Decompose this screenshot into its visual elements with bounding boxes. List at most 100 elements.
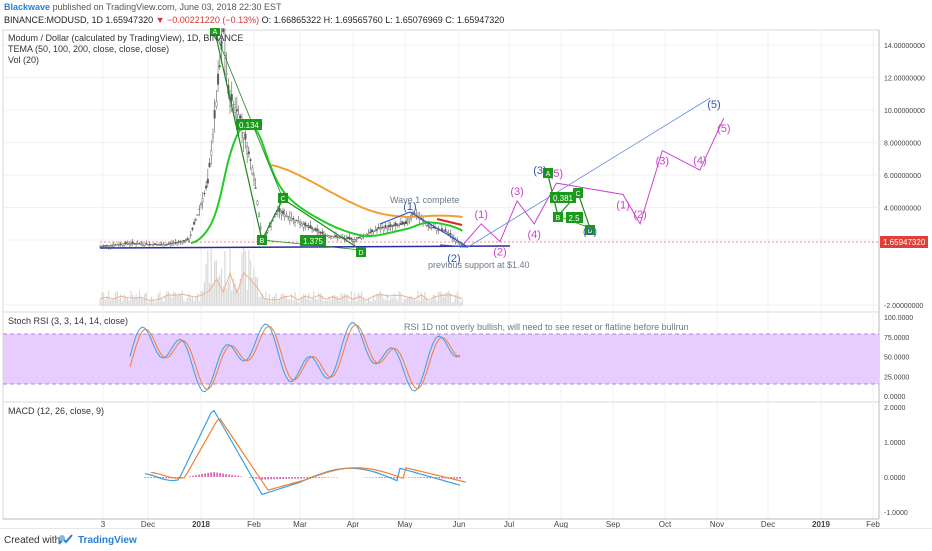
candle-body [376, 229, 378, 230]
ratio-25-label: 2.5 [568, 214, 580, 223]
candle-body [144, 244, 146, 246]
x-tick-label: Mar [293, 520, 307, 528]
candle-body [322, 232, 324, 234]
candle-body [414, 213, 416, 214]
volume-bar [313, 291, 314, 306]
macd-hist-bar [276, 477, 277, 479]
candle-body [327, 235, 329, 236]
macd-title: MACD (12, 26, close, 9) [8, 406, 104, 416]
candle-body [101, 246, 103, 247]
volume-bar [457, 292, 458, 306]
volume-bar [105, 300, 106, 306]
volume-bar [441, 293, 442, 306]
ratio-0134-label: 0.134 [239, 121, 260, 130]
volume-bar [349, 302, 350, 306]
volume-bar [118, 300, 119, 306]
macd-histogram [144, 472, 460, 480]
volume-bar [440, 291, 441, 306]
candle-body [356, 239, 358, 240]
volume-bar [194, 300, 195, 306]
volume-bar [129, 301, 130, 306]
candle-body [445, 230, 447, 232]
candle-body [151, 244, 153, 245]
candle-body [436, 229, 438, 231]
candle-body [349, 237, 351, 239]
candle-body [171, 243, 173, 244]
macd-hist-bar [279, 477, 280, 479]
volume-bar [216, 261, 217, 306]
volume-bar [293, 301, 294, 306]
tradingview-brand[interactable]: TradingView [78, 535, 137, 546]
macd-hist-bar [150, 477, 151, 478]
volume-bar [103, 293, 104, 306]
volume-bar [161, 298, 162, 306]
wave-complete-note: Wave 1 complete [390, 195, 459, 205]
candle-body [397, 225, 399, 226]
volume-bar [402, 302, 403, 306]
candle-body [407, 221, 409, 222]
candle-body [385, 225, 387, 227]
projection-wave-label: (4) [693, 155, 706, 167]
candle-body [310, 225, 312, 228]
macd-hist-bar [144, 477, 145, 478]
candle-body [120, 244, 122, 245]
volume-bar [168, 292, 169, 306]
candle-body [198, 209, 200, 210]
candle-body [320, 232, 322, 233]
price-tag: 1.65947320 [883, 238, 926, 247]
candle-body [357, 237, 359, 238]
volume-bar [147, 302, 148, 306]
volume-bar [154, 302, 155, 306]
candle-body [147, 244, 149, 245]
volume-bar [277, 301, 278, 306]
author-name[interactable]: Blackwave [4, 2, 50, 12]
footer-bar: Created with TradingView [0, 528, 932, 551]
volume-bar [281, 294, 282, 306]
macd-hist-bar [198, 475, 199, 477]
volume-bar [199, 301, 200, 306]
macd-hist-bar [423, 477, 424, 478]
volume-bar [431, 300, 432, 306]
volume-bar [209, 283, 210, 306]
publish-line: Blackwave published on TradingView.com, … [4, 2, 282, 12]
candle-body [105, 245, 107, 246]
price-tick-label: 4.00000000 [884, 206, 921, 213]
candle-body [137, 244, 139, 245]
volume-bar [299, 301, 300, 306]
candle-body [154, 243, 156, 244]
rsi-tick-label: 50.0000 [884, 355, 909, 362]
volume-bar [219, 275, 220, 306]
candle-body [163, 245, 165, 246]
candle-body [427, 225, 429, 226]
volume-bar [375, 300, 376, 306]
macd-hist-bar [375, 477, 376, 478]
macd-hist-bar [267, 477, 268, 479]
candle-body [393, 225, 395, 226]
created-with-text: Created with [4, 535, 60, 546]
volume-bar [180, 294, 181, 306]
volume-bar [385, 301, 386, 306]
chart-svg[interactable]: A B C D 0.134 1.375 (1)(2)(3)(4)(5)(1)(2… [0, 28, 932, 528]
macd-hist-bar [315, 477, 316, 478]
volume-bar [228, 282, 229, 306]
macd-hist-bar [189, 476, 190, 477]
volume-bar [370, 301, 371, 306]
chart-area[interactable]: A B C D 0.134 1.375 (1)(2)(3)(4)(5)(1)(2… [0, 28, 932, 528]
macd-hist-bar [204, 473, 205, 477]
volume-bar [141, 297, 142, 306]
candle-body [281, 213, 283, 214]
volume-bar [356, 301, 357, 306]
candle-body [212, 134, 214, 138]
candle-body [152, 244, 154, 245]
candle-body [146, 244, 148, 245]
volume-bar [397, 300, 398, 306]
volume-bar [424, 292, 425, 306]
candle-body [125, 242, 127, 244]
candle-body [368, 234, 370, 235]
volume-bar [395, 297, 396, 306]
volume-bar [423, 298, 424, 306]
candle-body [431, 227, 433, 228]
macd-hist-bar [303, 477, 304, 478]
tradingview-logo-icon[interactable] [58, 534, 74, 546]
candle-body [291, 218, 293, 220]
